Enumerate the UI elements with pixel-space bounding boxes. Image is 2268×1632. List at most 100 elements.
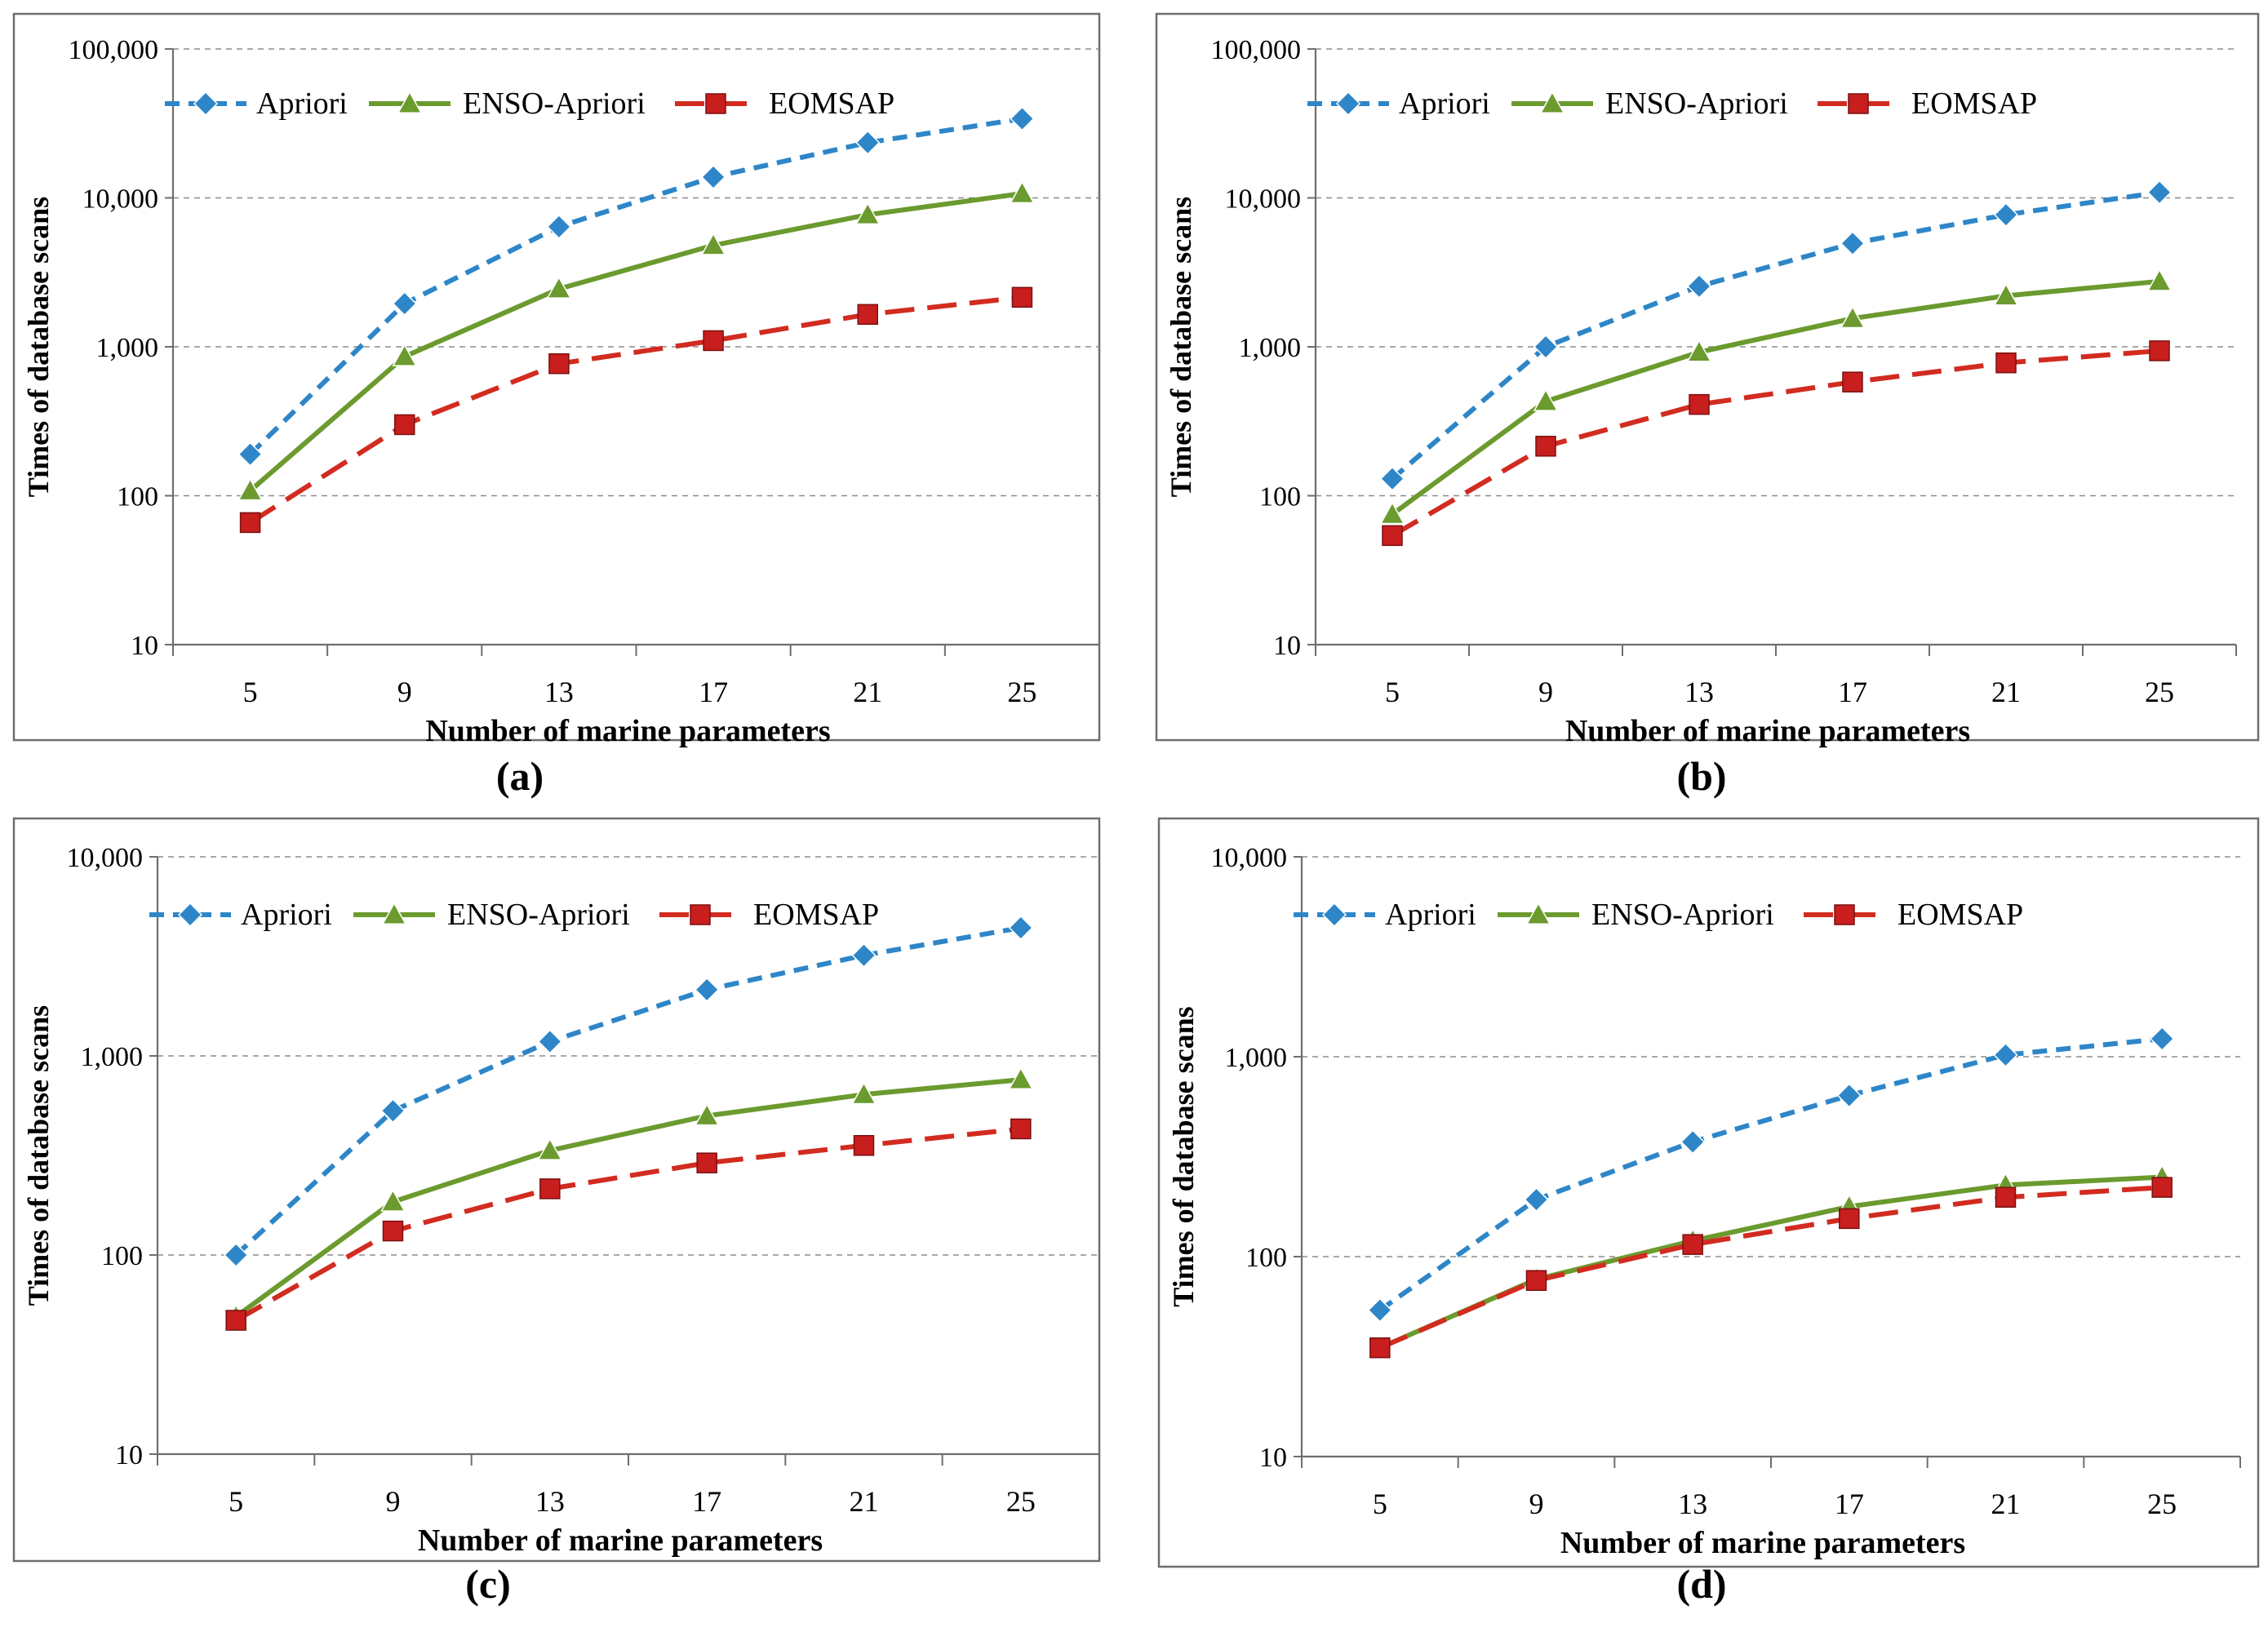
data-point-apriori (1840, 231, 1866, 256)
data-point-eomsap (1382, 525, 1403, 547)
x-tick-label: 17 (1835, 1488, 1864, 1520)
y-tick-label: 10,000 (1225, 184, 1302, 215)
y-tick-label: 100 (117, 482, 158, 512)
x-tick-label: 21 (1991, 1488, 2021, 1520)
y-tick-label: 100,000 (69, 35, 159, 65)
chart-frame (12, 817, 1101, 1563)
y-tick-label: 100 (1245, 1243, 1287, 1273)
y-tick-label: 10,000 (67, 843, 144, 873)
data-point-enso (237, 477, 263, 501)
data-point-apriori (1533, 334, 1559, 360)
panel-caption: (a) (496, 753, 544, 799)
legend-marker-apriori (193, 91, 219, 117)
data-point-enso (854, 202, 881, 225)
series-line-eomsap (234, 1126, 1022, 1323)
x-tick-label: 17 (699, 676, 728, 708)
data-point-eomsap (2149, 340, 2170, 361)
legend-marker-eomsap (1834, 904, 1855, 925)
data-point-eomsap (382, 1220, 404, 1242)
data-point-eomsap (853, 1134, 875, 1156)
x-tick-label: 9 (1538, 676, 1553, 708)
legend-marker-enso (1539, 91, 1565, 113)
x-axis-title: Number of marine parameters (1565, 714, 1970, 748)
x-tick-label: 9 (397, 676, 412, 708)
legend-marker-enso (381, 902, 407, 925)
legend-label-apriori: Apriori (1385, 898, 1476, 932)
data-point-apriori (1367, 1297, 1392, 1323)
legend-label-eomsap: EOMSAP (1911, 86, 2037, 121)
legend-marker-eomsap (705, 93, 726, 114)
data-point-enso (1010, 180, 1035, 204)
x-tick-label: 25 (2147, 1488, 2177, 1520)
data-point-apriori (695, 977, 720, 1002)
data-point-enso (392, 344, 418, 366)
legend-marker-eomsap (1848, 93, 1869, 114)
series-line-enso (1378, 1174, 2163, 1350)
x-tick-label: 25 (1007, 676, 1036, 708)
data-point-apriori (380, 1098, 406, 1124)
data-point-eomsap (1525, 1270, 1547, 1291)
y-axis-title: Times of database scans (1167, 1006, 1200, 1306)
data-point-eomsap (1995, 352, 2017, 374)
data-point-apriori (851, 942, 877, 968)
data-point-enso (1008, 1067, 1034, 1090)
data-point-apriori (392, 291, 417, 317)
data-point-enso (700, 233, 726, 255)
x-tick-label: 9 (1529, 1488, 1544, 1520)
data-point-enso (1533, 388, 1559, 411)
legend-label-eomsap: EOMSAP (769, 86, 894, 121)
legend-marker-apriori (1335, 91, 1361, 117)
data-point-eomsap (1011, 286, 1033, 308)
y-tick-label: 100,000 (1211, 35, 1302, 65)
data-point-apriori (1993, 1042, 2018, 1067)
data-point-eomsap (1839, 1208, 1860, 1230)
data-point-eomsap (225, 1310, 246, 1331)
data-point-eomsap (1010, 1118, 1032, 1140)
series-line-eomsap (1378, 1185, 2163, 1350)
data-point-apriori (2150, 1026, 2175, 1052)
legend-marker-apriori (177, 902, 203, 928)
data-point-apriori (237, 441, 263, 467)
legend-marker-enso (1525, 902, 1551, 925)
data-point-apriori (1008, 915, 1033, 941)
x-tick-label: 21 (850, 1485, 879, 1518)
x-tick-label: 5 (229, 1485, 243, 1518)
x-tick-label: 13 (1684, 676, 1714, 708)
legend-marker-eomsap (690, 904, 711, 925)
data-point-enso (1686, 339, 1712, 362)
legend-label-eomsap: EOMSAP (753, 898, 879, 932)
data-point-enso (1379, 501, 1405, 525)
series-line-enso (234, 1077, 1022, 1319)
x-tick-label: 13 (544, 676, 574, 708)
legend-label-enso: ENSO-Apriori (1605, 86, 1788, 121)
x-tick-label: 21 (1991, 676, 2021, 708)
y-tick-label: 10 (131, 631, 158, 661)
chart-panel-d: 10 100 1,000 10,000 5 9 13 17 21 25 Number of mari… (1157, 817, 2260, 1607)
legend-label-apriori: Apriori (241, 898, 332, 932)
data-point-eomsap (1842, 371, 1863, 392)
data-point-eomsap (539, 1178, 561, 1200)
y-axis-title: Times of database scans (22, 197, 55, 497)
legend-label-eomsap: EOMSAP (1897, 898, 2023, 932)
legend-marker-enso (397, 91, 423, 113)
x-tick-label: 5 (243, 676, 258, 708)
data-point-enso (1993, 282, 2019, 306)
data-point-eomsap (1369, 1337, 1391, 1359)
chart-panel-b: 10 100 1,000 10,000 100,000 5 9 13 17 21 25 Number … (1155, 12, 2260, 799)
data-point-apriori (1836, 1083, 1862, 1108)
y-tick-label: 10 (1259, 1443, 1287, 1473)
data-point-apriori (1680, 1129, 1706, 1155)
series-line-enso (1391, 278, 2160, 517)
x-axis-title: Number of marine parameters (1560, 1526, 1965, 1560)
y-tick-label: 1,000 (1239, 333, 1302, 363)
y-tick-label: 100 (101, 1241, 143, 1271)
panel-caption: (b) (1676, 753, 1726, 799)
data-point-eomsap (239, 512, 261, 534)
series-line-apriori (1378, 1036, 2163, 1313)
y-tick-label: 100 (1259, 482, 1301, 512)
y-tick-label: 10 (115, 1440, 143, 1470)
data-point-apriori (2146, 180, 2173, 205)
x-tick-label: 13 (1678, 1488, 1707, 1520)
chart-panel-c: 10 100 1,000 10,000 5 9 13 17 21 25 Number of mari… (12, 817, 1101, 1607)
